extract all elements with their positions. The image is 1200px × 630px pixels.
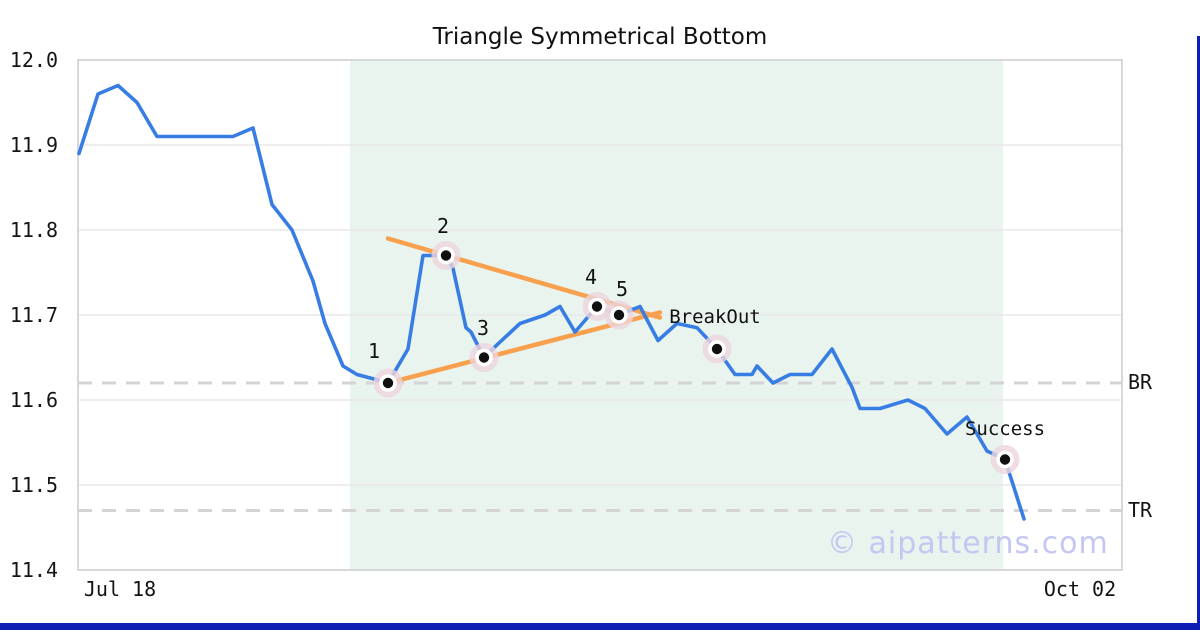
y-axis-tick: 11.7 xyxy=(9,303,58,327)
bottom-accent-bar xyxy=(0,623,1200,630)
marker-label-3: 3 xyxy=(476,315,490,340)
y-axis-tick: 11.9 xyxy=(9,133,58,157)
marker-dot xyxy=(478,352,490,363)
marker-dot xyxy=(591,301,603,312)
x-axis-tick-jul18: Jul 18 xyxy=(83,577,157,601)
marker-label-2: 2 xyxy=(436,213,450,238)
marker-label-1: 1 xyxy=(367,339,381,363)
marker-dot xyxy=(999,454,1011,465)
price-line xyxy=(77,83,1026,521)
x-axis-tick-oct02: Oct 02 xyxy=(1043,577,1117,601)
right-edge-bar xyxy=(1197,36,1200,630)
marker-label-5: 5 xyxy=(615,277,629,301)
marker-label-success: Success xyxy=(964,417,1046,440)
y-axis-tick: 12.0 xyxy=(9,48,58,72)
marker-dot xyxy=(613,309,625,321)
marker-label-4: 4 xyxy=(584,264,598,289)
marker-dot xyxy=(382,377,394,389)
chart-title: Triangle Symmetrical Bottom xyxy=(432,24,768,50)
marker-dot xyxy=(711,343,723,355)
watermark: © aipatterns.com xyxy=(827,526,1109,561)
plot-spines xyxy=(77,59,1123,571)
breakout-level-label: BR xyxy=(1128,370,1153,394)
target-level-label: TR xyxy=(1128,497,1153,522)
y-axis-tick: 11.6 xyxy=(9,388,58,412)
y-axis-tick: 11.5 xyxy=(9,473,58,497)
marker-label-breakout: BreakOut xyxy=(669,306,761,328)
y-axis-tick: 11.4 xyxy=(9,558,58,582)
y-axis-tick: 11.8 xyxy=(9,218,58,242)
marker-dot xyxy=(440,250,452,261)
